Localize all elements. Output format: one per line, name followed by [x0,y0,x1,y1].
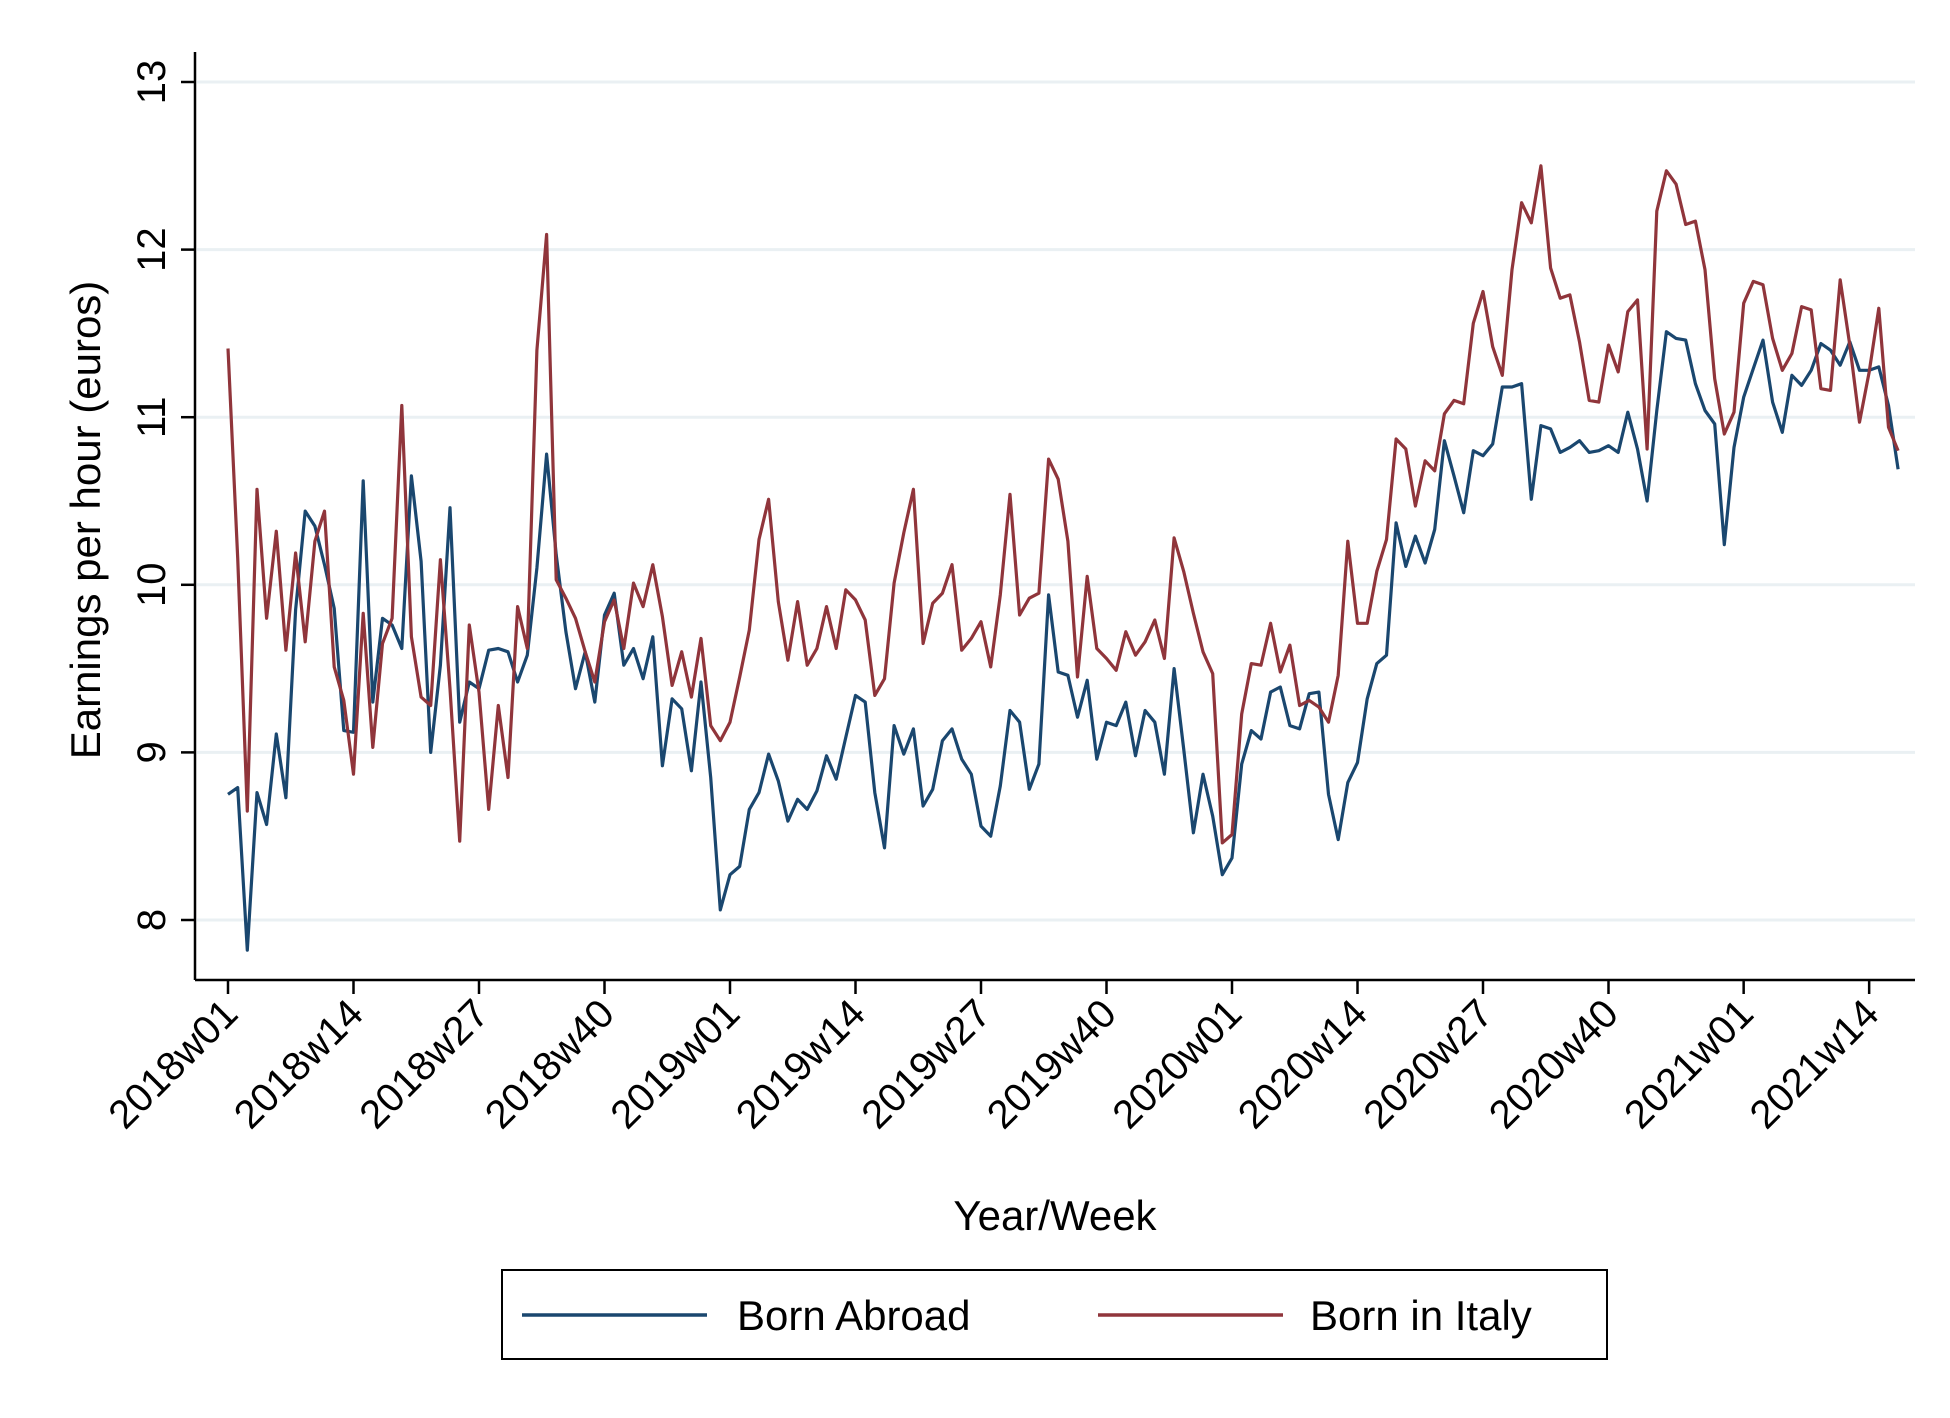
legend-label-born-in-italy: Born in Italy [1310,1292,1532,1339]
y-tick-label-12: 12 [130,227,174,272]
y-tick-label-10: 10 [130,563,174,608]
series-line-born-in-italy [226,164,1900,845]
y-axis-title: Earnings per hour (euros) [62,281,109,760]
y-tick-label-11: 11 [130,396,174,438]
legend: Born Abroad Born in Italy [501,1269,1608,1360]
series-lines [226,164,1900,952]
legend-label-born-abroad: Born Abroad [737,1292,971,1339]
y-tick-label-8: 8 [130,909,174,931]
y-tick-label-9: 9 [130,741,174,763]
x-axis-title: Year/Week [953,1192,1157,1239]
y-tick-label-13: 13 [130,60,174,105]
y-ticks: 8 9 10 11 12 13 [130,60,195,931]
axes [193,52,1915,982]
series-line-born-abroad [227,330,1900,952]
